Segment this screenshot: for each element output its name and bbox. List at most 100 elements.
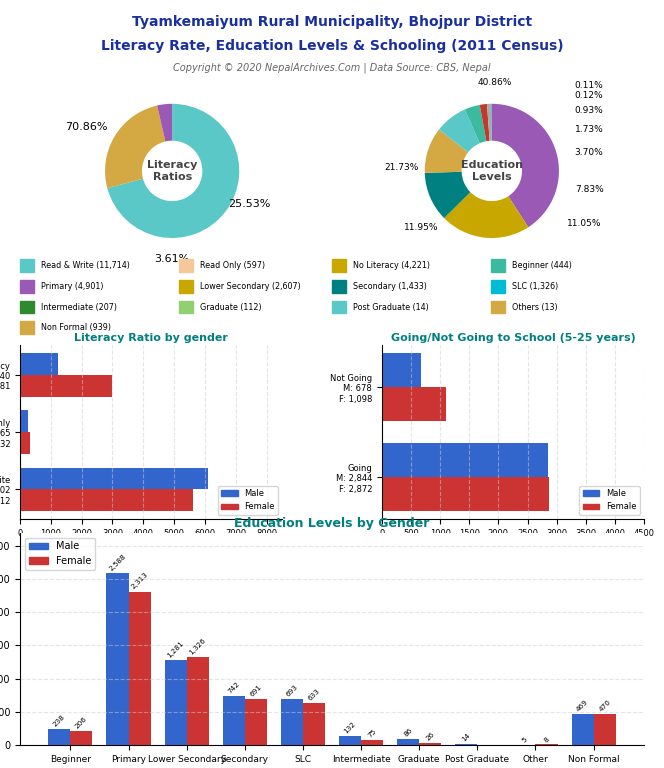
Text: 21.73%: 21.73% [384,163,418,172]
Bar [20,489,193,511]
Bar [572,713,594,745]
Text: Post Graduate (14): Post Graduate (14) [353,303,429,312]
Text: Literacy
Ratios: Literacy Ratios [147,160,197,182]
Bar [491,300,505,313]
Bar [20,259,34,272]
Bar [382,443,548,477]
Text: 1,281: 1,281 [166,640,185,659]
Bar [48,729,70,745]
Text: No Literacy (4,221): No Literacy (4,221) [353,261,430,270]
Bar [165,660,187,745]
Wedge shape [108,104,239,238]
Text: 470: 470 [598,699,612,713]
Bar [245,699,267,745]
Title: Education Levels by Gender: Education Levels by Gender [234,517,430,530]
Text: 691: 691 [249,684,263,698]
Bar [339,737,361,745]
Text: Tyamkemaiyum Rural Municipality, Bhojpur District: Tyamkemaiyum Rural Municipality, Bhojpur… [132,15,532,29]
Text: 11.05%: 11.05% [567,219,602,228]
Text: 25.53%: 25.53% [228,200,270,210]
Bar [20,410,28,432]
Bar [20,280,34,293]
Text: 633: 633 [307,687,321,702]
Wedge shape [105,105,165,188]
Bar [129,591,151,745]
Bar [491,280,505,293]
Wedge shape [487,104,491,141]
Bar [20,432,30,454]
Text: Others (13): Others (13) [513,303,558,312]
Wedge shape [425,172,470,218]
Text: Beginner (444): Beginner (444) [513,261,572,270]
Bar [20,300,34,313]
Text: 26: 26 [425,731,436,742]
Title: Literacy Ratio by gender: Literacy Ratio by gender [74,333,228,343]
Bar [20,468,208,489]
Wedge shape [492,104,559,227]
Bar [594,713,616,745]
Bar [20,375,112,396]
Text: 5: 5 [521,736,528,743]
Bar [106,573,129,745]
Bar [332,259,346,272]
Text: Secondary (1,433): Secondary (1,433) [353,282,427,290]
Bar [491,259,505,272]
Bar [382,477,549,511]
Bar [361,740,383,745]
Legend: Male, Female: Male, Female [580,486,640,515]
Title: Going/Not Going to School (5-25 years): Going/Not Going to School (5-25 years) [390,333,635,343]
Text: 693: 693 [285,684,299,698]
Bar [179,300,193,313]
Bar [70,731,92,745]
Text: 1.73%: 1.73% [575,124,604,134]
Text: Primary (4,901): Primary (4,901) [41,282,104,290]
Bar [187,657,208,745]
Wedge shape [479,104,489,141]
Text: 469: 469 [576,699,590,713]
Bar [456,744,477,745]
Legend: Male, Female: Male, Female [218,486,278,515]
Text: 206: 206 [74,716,88,730]
Bar [281,699,303,745]
Wedge shape [157,104,172,141]
Bar [179,259,193,272]
Text: 0.11%: 0.11% [575,81,604,90]
Bar [397,740,419,745]
Text: 75: 75 [367,728,378,739]
Text: Graduate (112): Graduate (112) [201,303,262,312]
Wedge shape [465,105,487,144]
Bar [20,321,34,334]
Bar [179,280,193,293]
Text: 3.61%: 3.61% [155,254,190,264]
Text: Non Formal (939): Non Formal (939) [41,323,111,333]
Bar [382,387,446,422]
Text: 132: 132 [343,721,357,735]
Legend: Male, Female: Male, Female [25,538,95,570]
Text: 8: 8 [542,736,550,743]
Text: Literacy Rate, Education Levels & Schooling (2011 Census): Literacy Rate, Education Levels & School… [101,38,563,52]
Text: 3.70%: 3.70% [575,147,604,157]
Text: Lower Secondary (2,607): Lower Secondary (2,607) [201,282,301,290]
Text: 0.93%: 0.93% [575,106,604,115]
Wedge shape [425,130,468,173]
Bar [332,280,346,293]
Text: 7.83%: 7.83% [575,185,604,194]
Wedge shape [439,110,479,152]
Text: 238: 238 [52,714,66,728]
Text: 742: 742 [226,680,241,694]
Bar [419,743,442,745]
Text: 0.12%: 0.12% [575,91,604,101]
Text: SLC (1,326): SLC (1,326) [513,282,558,290]
Text: Education
Levels: Education Levels [461,160,523,182]
Text: Copyright © 2020 NepalArchives.Com | Data Source: CBS, Nepal: Copyright © 2020 NepalArchives.Com | Dat… [173,63,491,73]
Text: 1,326: 1,326 [189,637,207,656]
Text: 40.86%: 40.86% [478,78,513,87]
Text: Read Only (597): Read Only (597) [201,261,266,270]
Bar [222,696,245,745]
Text: Intermediate (207): Intermediate (207) [41,303,117,312]
Bar [20,353,58,375]
Bar [382,353,422,387]
Text: 70.86%: 70.86% [65,122,108,132]
Text: 11.95%: 11.95% [404,223,439,233]
Text: 2,588: 2,588 [108,553,127,572]
